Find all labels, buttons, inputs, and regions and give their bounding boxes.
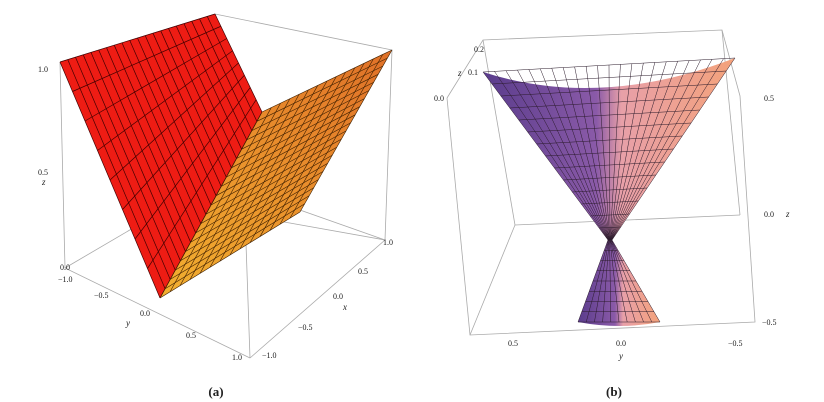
mesh-line xyxy=(59,13,216,63)
mesh-line xyxy=(518,109,700,121)
mesh-line xyxy=(545,148,674,157)
tick-label: 0.2 xyxy=(474,45,484,54)
mesh-line xyxy=(189,98,291,280)
mesh-line xyxy=(563,174,656,181)
surface-sheet xyxy=(160,50,392,298)
axis-label: y xyxy=(125,318,130,328)
tick-label: 0.5 xyxy=(764,94,774,103)
mesh-line xyxy=(500,83,718,97)
mesh-line xyxy=(147,99,257,269)
mesh-line xyxy=(84,38,227,122)
mesh-line xyxy=(169,107,272,293)
tick-label: 0.0 xyxy=(140,309,150,318)
mesh-line xyxy=(249,71,346,243)
panel-b-box xyxy=(446,29,756,336)
mesh-line xyxy=(219,85,318,262)
tick-label: −1.0 xyxy=(58,275,73,284)
mesh-line xyxy=(279,58,374,225)
tick-label: 0.5 xyxy=(508,339,518,348)
mesh-line xyxy=(590,213,630,217)
tick-label: 0.1 xyxy=(468,68,478,77)
tick-label: 1.0 xyxy=(232,353,242,362)
axis-label: z xyxy=(785,209,790,219)
surface-sheet xyxy=(60,14,262,298)
tick-label: 0.5 xyxy=(358,267,368,276)
tick-label: 1.0 xyxy=(383,238,393,247)
mesh-line xyxy=(239,76,337,250)
mesh-line xyxy=(199,94,300,274)
tick-label: 0.0 xyxy=(60,263,70,272)
caption: (b) xyxy=(606,384,622,399)
mesh-line xyxy=(179,102,281,286)
axis-label: y xyxy=(618,351,623,361)
mesh-line xyxy=(491,70,727,85)
mesh-line xyxy=(289,54,383,219)
tick-label: −0.5 xyxy=(298,323,313,332)
mesh-line xyxy=(536,135,683,145)
mesh-line xyxy=(159,111,263,299)
axis-label: z xyxy=(457,68,462,78)
caption: (a) xyxy=(208,384,223,399)
mesh-line xyxy=(572,187,648,193)
surface-upper xyxy=(483,58,735,240)
mesh-line xyxy=(269,63,365,231)
tick-label: 0.5 xyxy=(186,331,196,340)
tick-label: 0.0 xyxy=(333,292,343,301)
tick-label: −0.5 xyxy=(728,339,743,348)
tick-label: 0.0 xyxy=(616,339,626,348)
mesh-line xyxy=(259,67,356,237)
mesh xyxy=(482,57,736,323)
mesh-line xyxy=(229,80,328,256)
mesh-line xyxy=(482,57,736,73)
tick-label: 0.0 xyxy=(764,210,774,219)
mesh-line xyxy=(581,200,639,205)
tick-label: 1.0 xyxy=(38,65,48,74)
mesh-line xyxy=(509,96,709,109)
tick-label: −1.0 xyxy=(262,351,277,360)
mesh xyxy=(59,13,393,299)
tick-label: −0.5 xyxy=(94,291,109,300)
mesh-line xyxy=(97,50,233,151)
axis-label: x xyxy=(342,302,347,312)
axis-label: z xyxy=(41,177,46,187)
mesh-line xyxy=(134,87,251,240)
mesh-line xyxy=(527,122,692,133)
mesh-line xyxy=(554,161,665,169)
mesh-line xyxy=(109,62,239,181)
mesh-line xyxy=(299,49,393,213)
mesh-line xyxy=(122,75,245,210)
mesh-line xyxy=(599,226,621,229)
tick-label: −0.5 xyxy=(762,318,777,327)
mesh-line xyxy=(72,25,222,92)
tick-label: 0.5 xyxy=(38,168,48,177)
tick-label: 0.0 xyxy=(434,94,444,103)
mesh-line xyxy=(209,89,309,268)
